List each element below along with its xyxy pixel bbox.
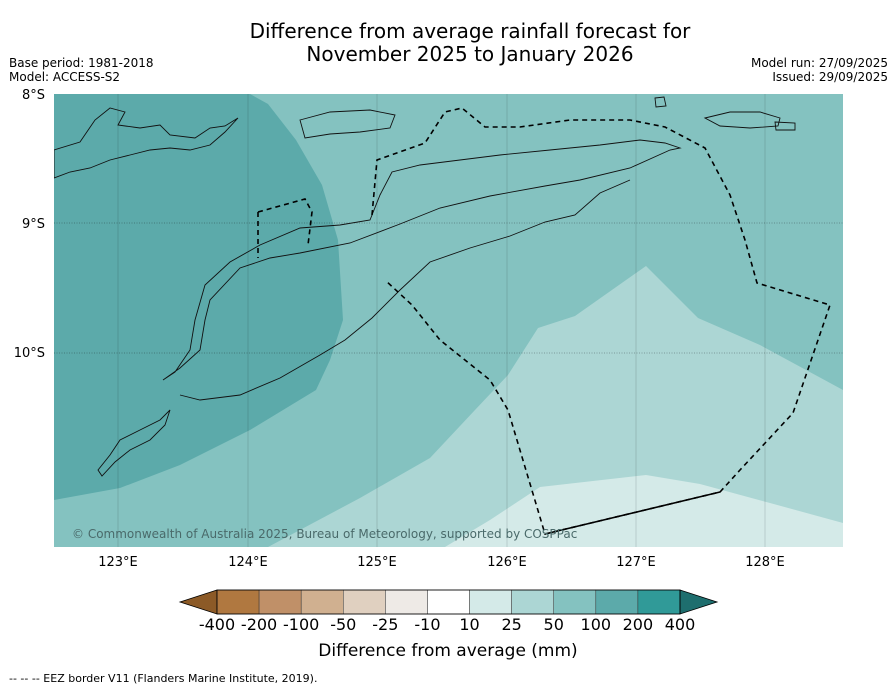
- meta-left: Base period: 1981-2018 Model: ACCESS-S2: [9, 56, 154, 84]
- eez-border-solid: [544, 491, 721, 535]
- colorbar-tick-label: -200: [241, 615, 277, 634]
- copyright-text: © Commonwealth of Australia 2025, Bureau…: [72, 527, 577, 541]
- meta-right: Model run: 27/09/2025 Issued: 29/09/2025: [751, 56, 888, 84]
- lon-label-124e: 124°E: [228, 555, 268, 570]
- coastline-timor: [162, 139, 682, 381]
- colorbar-arrow-low: [178, 589, 218, 615]
- colorbar-swatch: [511, 589, 554, 615]
- colorbar-swatch: [469, 589, 512, 615]
- colorbar-ticks: -400 -200 -100 -50 -25 -10 10 25 50 100 200 400: [199, 615, 695, 634]
- colorbar-tick-label: 25: [501, 615, 521, 634]
- coastline-timor-south: [179, 179, 631, 401]
- colorbar: -400 -200 -100 -50 -25 -10 10 25 50 100 200 400: [178, 589, 719, 634]
- colorbar-swatch: [637, 589, 681, 615]
- colorbar-tick-label: 100: [581, 615, 612, 634]
- meridians: [117, 94, 766, 547]
- colorbar-tick-label: 200: [623, 615, 654, 634]
- map-panel[interactable]: [54, 94, 843, 547]
- contour-25-50: [268, 266, 843, 547]
- lon-label-126e: 126°E: [487, 555, 527, 570]
- colorbar-swatch: [258, 589, 302, 615]
- colorbar-swatch: [216, 589, 260, 615]
- model-name: Model: ACCESS-S2: [9, 70, 121, 84]
- colorbar-arrow-high: [679, 589, 719, 615]
- colorbar-swatches: [178, 589, 719, 615]
- eez-border-oecusse: [257, 198, 313, 246]
- title-line-2: November 2025 to January 2026: [306, 42, 634, 66]
- lon-label-125e: 125°E: [357, 555, 397, 570]
- lon-label-127e: 127°E: [616, 555, 656, 570]
- gridlines: [54, 222, 843, 354]
- colorbar-tick-label: -400: [199, 615, 235, 634]
- footnote: -- -- -- EEZ border V11 (Flanders Marine…: [9, 672, 318, 685]
- colorbar-tick-label: -100: [283, 615, 319, 634]
- colorbar-swatch: [427, 589, 470, 615]
- contour-100-200: [54, 94, 343, 500]
- lat-label-10s: 10°S: [14, 346, 45, 361]
- lat-label-8s: 8°S: [22, 88, 45, 103]
- colorbar-tick-label: -25: [372, 615, 398, 634]
- model-run: Model run: 27/09/2025: [750, 56, 888, 70]
- colorbar-swatch: [343, 589, 386, 615]
- map-title: Difference from average rainfall forecas…: [0, 20, 896, 66]
- title-line-1: Difference from average rainfall forecas…: [249, 19, 691, 43]
- colorbar-swatch: [553, 589, 597, 615]
- colorbar-swatch: [595, 589, 639, 615]
- colorbar-title: Difference from average (mm): [318, 641, 578, 661]
- eez-border-timor-leste: [371, 107, 832, 535]
- lon-label-128e: 128°E: [745, 555, 785, 570]
- colorbar-tick-label: -10: [414, 615, 440, 634]
- colorbar-tick-label: -50: [330, 615, 356, 634]
- colorbar-swatch: [300, 589, 344, 615]
- coastline-islet-2: [774, 121, 796, 131]
- colorbar-tick-label: 10: [459, 615, 479, 634]
- colorbar-outline: [216, 589, 681, 615]
- map-figure: © Commonwealth of Australia 2025, Bureau…: [14, 88, 843, 570]
- colorbar-tick-label: 50: [544, 615, 564, 634]
- colorbar-swatch: [385, 589, 428, 615]
- colorbar-tick-label: 400: [665, 615, 696, 634]
- coastline-rote: [97, 409, 171, 477]
- issued-date: Issued: 29/09/2025: [772, 70, 888, 84]
- coastline-flores: [54, 107, 239, 179]
- lat-label-9s: 9°S: [22, 217, 45, 232]
- coastline-wetar: [299, 109, 396, 139]
- base-period: Base period: 1981-2018: [9, 56, 154, 70]
- coastline-islet: [654, 96, 667, 108]
- lon-label-123e: 123°E: [98, 555, 138, 570]
